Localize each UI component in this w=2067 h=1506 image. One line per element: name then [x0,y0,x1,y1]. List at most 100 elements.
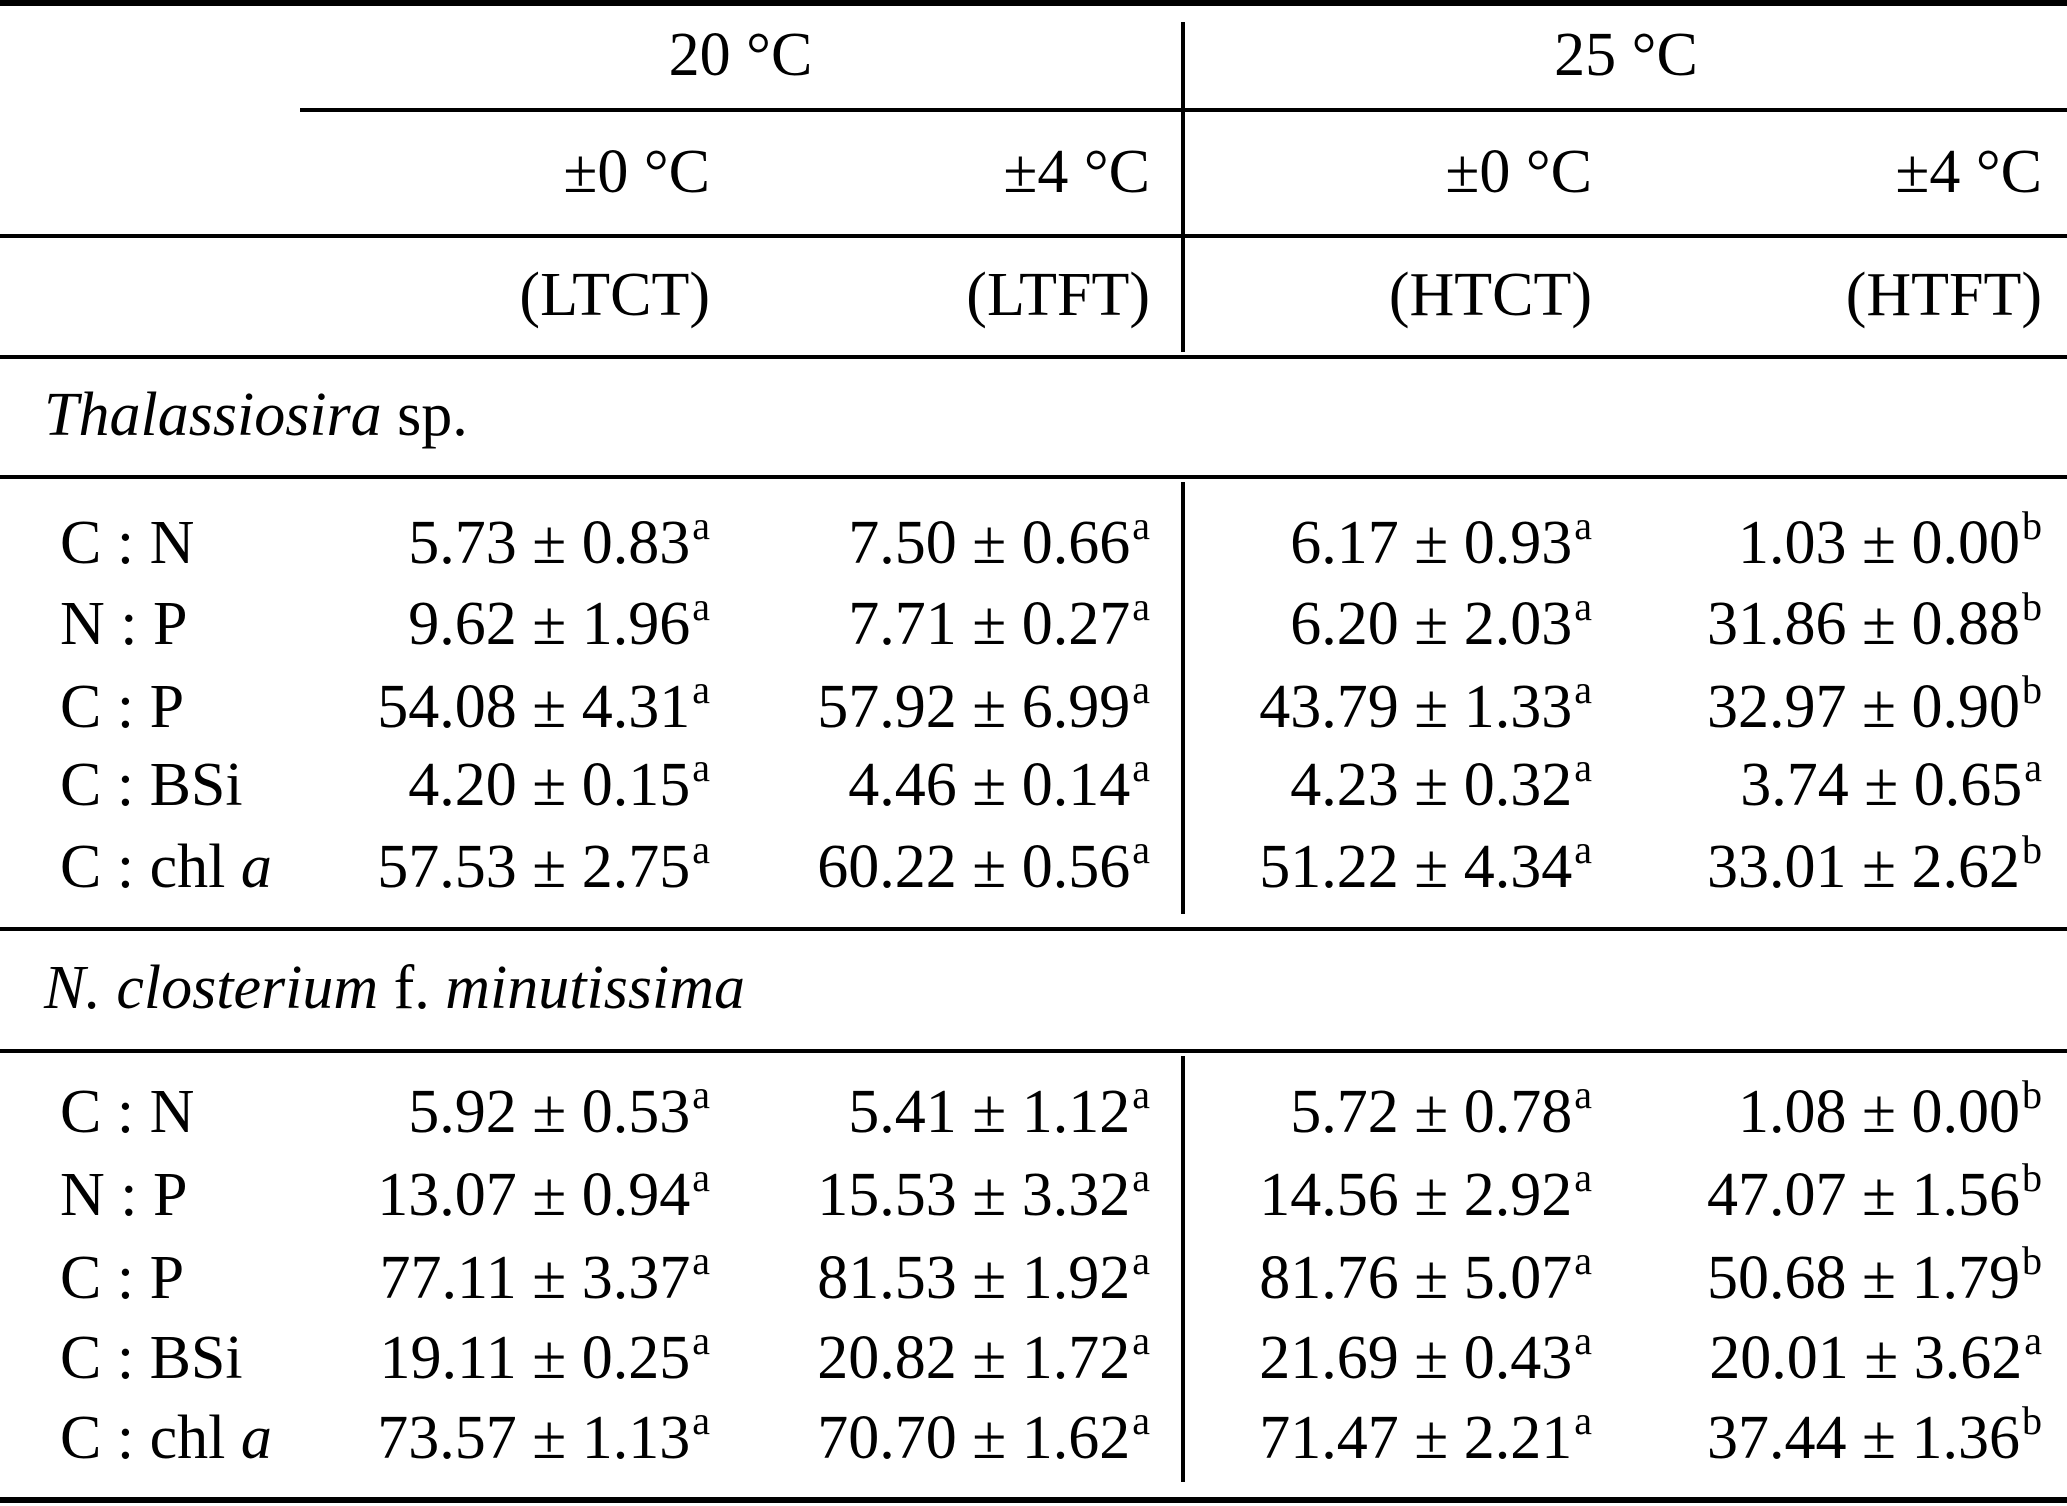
value-cell: 5.72 ± 0.78a [1290,1072,1592,1146]
value-cell: 21.69 ± 0.43a [1259,1318,1592,1392]
significance-letter: a [1132,584,1150,629]
value-cell: 50.68 ± 1.79b [1706,1238,2042,1312]
rule-under-section1-title [0,475,2067,479]
significance-letter: a [692,503,710,548]
significance-letter: b [2022,1072,2042,1117]
rule-above-section2-title [0,927,2067,931]
significance-letter: a [692,827,710,872]
col-header-offset-ltft: ±4 °C [1003,138,1150,206]
significance-letter: a [1132,827,1150,872]
species-name-italic: N. closterium [44,954,379,1022]
value-cell: 81.76 ± 5.07a [1259,1238,1592,1312]
vertical-rule-section2 [1181,1056,1185,1482]
rule-under-offsets [0,234,2067,238]
value-cell: 4.23 ± 0.32a [1290,745,1592,819]
value-cell: 57.53 ± 2.75a [377,827,710,901]
significance-letter: a [1574,1155,1592,1200]
significance-letter: a [1574,503,1592,548]
value-cell: 73.57 ± 1.13a [377,1398,710,1472]
value-cell: 77.11 ± 3.37a [379,1238,711,1312]
value-cell: 7.71 ± 0.27a [848,584,1150,658]
value-cell: 3.74 ± 0.65a [1740,745,2042,819]
significance-letter: a [692,745,710,790]
col-header-code-htct: (HTCT) [1388,261,1592,329]
significance-letter: a [1132,667,1150,712]
significance-letter: a [1574,584,1592,629]
rule-under-section2-title [0,1049,2067,1053]
value-cell: 14.56 ± 2.92a [1259,1155,1592,1229]
species-name-roman: f. [378,954,446,1022]
value-cell: 1.08 ± 0.00b [1737,1072,2042,1146]
value-cell: 6.20 ± 2.03a [1290,584,1592,658]
row-label-cchla: C : chl a [60,1404,272,1472]
row-label-cbsi: C : BSi [60,751,243,819]
significance-letter: a [1132,1398,1150,1443]
significance-letter: a [1574,827,1592,872]
value-cell: 51.22 ± 4.34a [1259,827,1592,901]
vertical-rule-section1 [1181,482,1185,914]
significance-letter: a [1132,1318,1150,1363]
col-header-offset-ltct: ±0 °C [563,138,710,206]
col-header-offset-htct: ±0 °C [1445,138,1592,206]
group-header-20c: 20 °C [668,21,813,89]
value-cell: 6.17 ± 0.93a [1290,503,1592,577]
value-cell: 70.70 ± 1.62a [817,1398,1150,1472]
col-header-code-ltft: (LTFT) [966,261,1150,329]
value-cell: 4.46 ± 0.14a [848,745,1150,819]
vertical-rule-header [1181,22,1185,352]
significance-letter: b [2022,584,2042,629]
row-label-cp: C : P [60,1244,185,1312]
significance-letter: a [2024,745,2042,790]
value-cell: 5.73 ± 0.83a [408,503,710,577]
row-label-np: N : P [60,1161,188,1229]
significance-letter: b [2022,1238,2042,1283]
value-cell: 15.53 ± 3.32a [817,1155,1150,1229]
species-name-italic: Thalassiosira [44,381,382,449]
significance-letter: a [2024,1318,2042,1363]
row-label-cp: C : P [60,673,185,741]
value-cell: 81.53 ± 1.92a [817,1238,1150,1312]
col-header-offset-htft: ±4 °C [1895,138,2042,206]
value-cell: 47.07 ± 1.56b [1706,1155,2042,1229]
significance-letter: b [2022,1398,2042,1443]
species-name-roman: sp. [381,381,468,449]
bottom-rule [0,1497,2067,1503]
col-header-code-ltct: (LTCT) [519,261,710,329]
significance-letter: b [2022,827,2042,872]
top-rule [0,0,2067,6]
significance-letter: a [1574,745,1592,790]
value-cell: 33.01 ± 2.62b [1706,827,2042,901]
rule-under-codes [0,355,2067,359]
significance-letter: a [692,1072,710,1117]
significance-letter: a [1574,1318,1592,1363]
value-cell: 19.11 ± 0.25a [379,1318,711,1392]
value-cell: 20.82 ± 1.72a [817,1318,1150,1392]
significance-letter: a [692,1238,710,1283]
value-cell: 1.03 ± 0.00b [1737,503,2042,577]
species-name-italic2: minutissima [445,954,745,1022]
significance-letter: a [1574,1398,1592,1443]
value-cell: 32.97 ± 0.90b [1706,667,2042,741]
significance-letter: b [2022,667,2042,712]
significance-letter: a [692,1155,710,1200]
row-label-cn: C : N [60,1078,195,1146]
significance-letter: a [692,584,710,629]
value-cell: 54.08 ± 4.31a [377,667,710,741]
significance-letter: a [1132,1072,1150,1117]
significance-letter: a [692,667,710,712]
value-cell: 5.41 ± 1.12a [848,1072,1150,1146]
significance-letter: a [692,1318,710,1363]
value-cell: 60.22 ± 0.56a [817,827,1150,901]
row-label-cbsi: C : BSi [60,1324,243,1392]
value-cell: 57.92 ± 6.99a [817,667,1150,741]
significance-letter: a [1132,1155,1150,1200]
group-header-25c: 25 °C [1554,21,1698,89]
value-cell: 5.92 ± 0.53a [408,1072,710,1146]
row-label-cchla: C : chl a [60,833,272,901]
significance-letter: b [2022,503,2042,548]
significance-letter: a [1574,1072,1592,1117]
significance-letter: a [1574,667,1592,712]
section-title-thalassiosira: Thalassiosira sp. [44,384,468,446]
value-cell: 31.86 ± 0.88b [1706,584,2042,658]
